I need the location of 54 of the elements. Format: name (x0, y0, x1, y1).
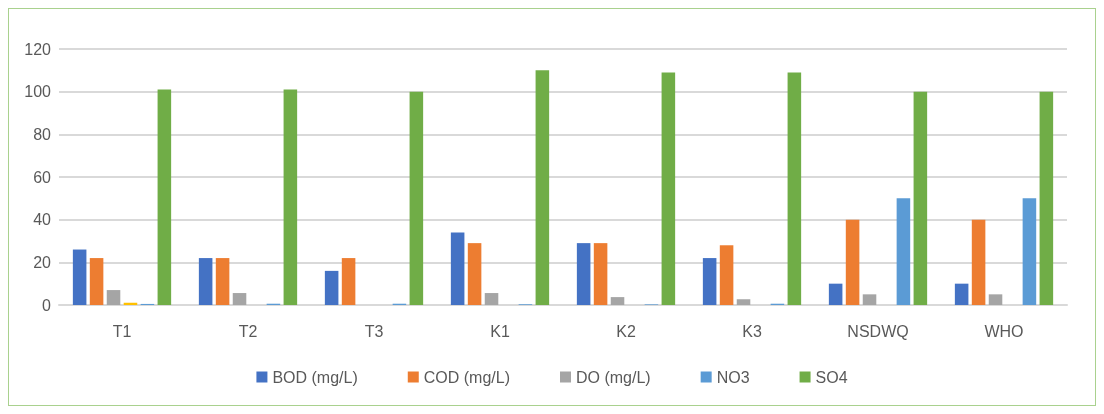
bar (232, 293, 247, 305)
bar (862, 294, 877, 305)
bar (896, 198, 911, 305)
y-tick-label: 100 (24, 83, 52, 101)
bar (702, 258, 717, 305)
bar (1039, 91, 1054, 305)
bar (1022, 198, 1037, 305)
bar (610, 297, 625, 305)
bar (845, 219, 860, 305)
y-tick-label: 20 (33, 253, 52, 271)
y-tick-label: 120 (24, 40, 52, 58)
x-tick-label: NSDWQ (847, 322, 909, 340)
x-tick-label: K3 (742, 322, 762, 340)
bar (283, 89, 298, 305)
bar (89, 258, 104, 305)
bar (913, 91, 928, 305)
x-tick-label: T3 (364, 322, 384, 340)
y-tick-label: 60 (33, 168, 52, 186)
bar (576, 243, 591, 305)
bar (123, 302, 138, 305)
y-tick-label: 0 (42, 296, 52, 314)
legend-label: COD (mg/L) (423, 368, 510, 386)
bar (593, 243, 608, 305)
bar (198, 258, 213, 305)
bar (467, 243, 482, 305)
bar (988, 294, 1003, 305)
bar (661, 72, 676, 305)
bar (324, 270, 339, 305)
legend-label: DO (mg/L) (575, 368, 651, 386)
x-tick-label: K2 (616, 322, 636, 340)
bar (484, 293, 499, 305)
x-tick-label: K1 (490, 322, 510, 340)
bar (535, 70, 550, 305)
legend-label: SO4 (815, 368, 848, 386)
x-tick-label: T1 (112, 322, 132, 340)
y-tick-label: 40 (33, 211, 52, 229)
bar (787, 72, 802, 305)
bar (450, 232, 465, 305)
bar (719, 245, 734, 305)
bar (409, 91, 424, 305)
legend-label: BOD (mg/L) (272, 368, 358, 386)
legend-label: NO3 (716, 368, 750, 386)
bar (72, 249, 87, 305)
y-tick-label: 80 (33, 125, 52, 143)
bar (157, 89, 172, 305)
x-tick-label: T2 (238, 322, 258, 340)
bar (971, 219, 986, 305)
bar (106, 290, 121, 305)
bar (828, 283, 843, 305)
bar (736, 299, 751, 305)
bar (341, 258, 356, 305)
bar (954, 283, 969, 305)
x-tick-label: WHO (984, 322, 1024, 340)
bar (215, 258, 230, 305)
